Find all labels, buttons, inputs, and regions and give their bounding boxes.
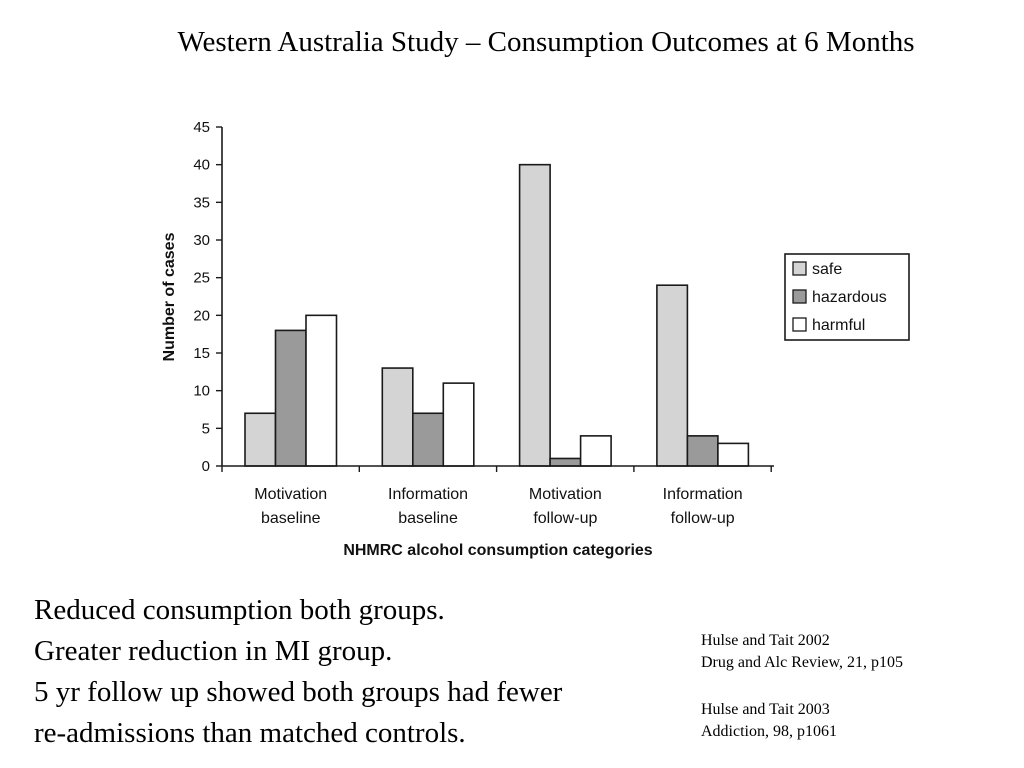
y-tick-label: 35 bbox=[193, 194, 210, 211]
bar-safe-2 bbox=[381, 367, 414, 467]
bar-harmful-1 bbox=[305, 314, 338, 467]
summary-line: Reduced consumption both groups. bbox=[34, 594, 445, 626]
y-axis-title: Number of cases bbox=[161, 232, 178, 361]
x-tick-label: baseline bbox=[261, 510, 321, 527]
reference-line: Hulse and Tait 2002 bbox=[701, 632, 830, 649]
legend-swatch-hazardous bbox=[792, 289, 807, 304]
bar-safe-4 bbox=[656, 284, 689, 467]
reference-line: Hulse and Tait 2003 bbox=[701, 701, 830, 718]
y-tick-label: 15 bbox=[193, 345, 210, 362]
reference-line: Addiction, 98, p1061 bbox=[701, 723, 837, 740]
x-tick-label: Motivation bbox=[254, 486, 327, 503]
x-tick-label: Information bbox=[388, 486, 468, 503]
bar-hazardous-4 bbox=[686, 435, 719, 467]
bar-safe-3 bbox=[518, 163, 551, 467]
bar-hazardous-1 bbox=[274, 329, 307, 467]
legend-swatch-harmful bbox=[792, 317, 807, 332]
x-tick-label: follow-up bbox=[533, 510, 597, 527]
x-tick-label: follow-up bbox=[671, 510, 735, 527]
x-axis-title: NHMRC alcohol consumption categories bbox=[343, 542, 652, 559]
summary-text: Reduced consumption both groups. Greater… bbox=[34, 590, 684, 754]
y-tick-label: 25 bbox=[193, 270, 210, 287]
summary-line: Greater reduction in MI group. bbox=[34, 635, 393, 667]
x-tick-label: baseline bbox=[398, 510, 458, 527]
legend-label-safe: safe bbox=[812, 261, 842, 278]
reference-line: Drug and Alc Review, 21, p105 bbox=[701, 654, 904, 671]
references: Hulse and Tait 2002 Drug and Alc Review,… bbox=[701, 630, 1001, 743]
y-tick-label: 20 bbox=[193, 307, 210, 324]
bar-harmful-4 bbox=[717, 442, 750, 467]
slide-title: Western Australia Study – Consumption Ou… bbox=[177, 26, 915, 58]
x-tick-label: Information bbox=[663, 486, 743, 503]
y-tick-label: 45 bbox=[193, 119, 210, 136]
y-tick-label: 40 bbox=[193, 157, 210, 174]
legend-label-harmful: harmful bbox=[812, 317, 865, 334]
summary-line: re-admissions than matched controls. bbox=[34, 717, 466, 749]
bar-safe-1 bbox=[244, 412, 277, 467]
y-tick-label: 0 bbox=[202, 458, 210, 475]
y-tick-label: 10 bbox=[193, 383, 210, 400]
legend-swatch-safe bbox=[792, 261, 807, 276]
legend-label-hazardous: hazardous bbox=[812, 289, 887, 306]
bar-hazardous-2 bbox=[411, 412, 445, 467]
bar-harmful-3 bbox=[579, 435, 612, 467]
y-tick-label: 30 bbox=[193, 232, 210, 249]
x-tick-label: Motivation bbox=[529, 486, 602, 503]
y-tick-label: 5 bbox=[202, 420, 210, 437]
bar-harmful-2 bbox=[442, 382, 475, 467]
summary-line: 5 yr follow up showed both groups had fe… bbox=[34, 676, 563, 708]
bar-hazardous-3 bbox=[549, 457, 582, 467]
